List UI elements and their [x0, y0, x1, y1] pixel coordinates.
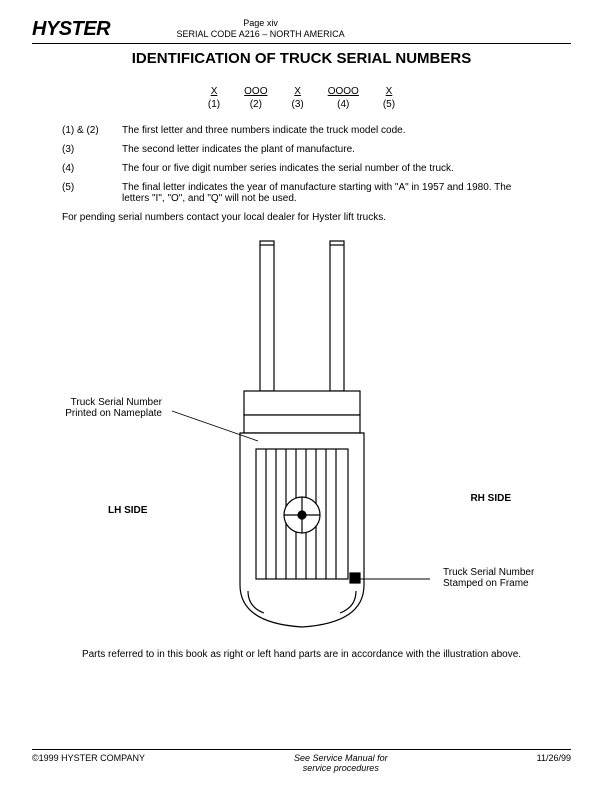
pending-note: For pending serial numbers contact your … — [62, 212, 541, 223]
description-text: The final letter indicates the year of m… — [122, 182, 541, 204]
rh-side-label: RH SIDE — [470, 493, 511, 504]
truck-diagram — [152, 235, 452, 635]
serial-pattern-col: X(5) — [383, 85, 395, 111]
description-index: (3) — [62, 144, 122, 155]
footer-copyright: ©1999 HYSTER COMPANY — [32, 753, 145, 773]
footnote-text: Parts referred to in this book as right … — [32, 649, 571, 660]
serial-pattern-chars: OOO — [244, 85, 267, 98]
serial-pattern-index: (1) — [208, 98, 220, 111]
serial-pattern-chars: X — [211, 85, 218, 98]
serial-pattern-col: X(3) — [291, 85, 303, 111]
serial-pattern-col: X(1) — [208, 85, 220, 111]
nameplate-callout-label: Truck Serial Number Printed on Nameplate — [62, 397, 162, 419]
description-row: (5)The final letter indicates the year o… — [62, 182, 541, 204]
serial-pattern-index: (5) — [383, 98, 395, 111]
description-row: (4)The four or five digit number series … — [62, 163, 541, 174]
description-index: (5) — [62, 182, 122, 204]
serial-pattern-chars: X — [294, 85, 301, 98]
description-text: The four or five digit number series ind… — [122, 163, 541, 174]
truck-diagram-area: Truck Serial Number Printed on Nameplate… — [32, 235, 571, 635]
serial-pattern-col: OOOO(4) — [328, 85, 359, 111]
footer-date: 11/26/99 — [537, 753, 571, 773]
serial-pattern-chars: OOOO — [328, 85, 359, 98]
description-index: (4) — [62, 163, 122, 174]
header-center: Page xiv SERIAL CODE A216 – NORTH AMERIC… — [30, 18, 491, 40]
page-footer: ©1999 HYSTER COMPANY See Service Manual … — [32, 749, 571, 773]
footer-center-line2: service procedures — [303, 763, 379, 773]
frame-callout-label: Truck Serial Number Stamped on Frame — [443, 567, 553, 589]
description-text: The second letter indicates the plant of… — [122, 144, 541, 155]
description-row: (1) & (2)The first letter and three numb… — [62, 125, 541, 136]
lh-side-label: LH SIDE — [108, 505, 147, 516]
footer-center-line1: See Service Manual for — [294, 753, 388, 763]
serial-pattern-col: OOO(2) — [244, 85, 267, 111]
description-row: (3)The second letter indicates the plant… — [62, 144, 541, 155]
footer-center: See Service Manual for service procedure… — [145, 753, 537, 773]
serial-pattern-index: (3) — [291, 98, 303, 111]
serial-pattern-chars: X — [386, 85, 393, 98]
serial-pattern-index: (4) — [337, 98, 349, 111]
page-title: IDENTIFICATION OF TRUCK SERIAL NUMBERS — [32, 50, 571, 67]
description-list: (1) & (2)The first letter and three numb… — [62, 125, 541, 204]
serial-pattern-index: (2) — [250, 98, 262, 111]
description-text: The first letter and three numbers indic… — [122, 125, 541, 136]
serial-code-label: SERIAL CODE A216 – NORTH AMERICA — [30, 29, 491, 40]
page-number-label: Page xiv — [30, 18, 491, 29]
page-header: HYSTER Page xiv SERIAL CODE A216 – NORTH… — [32, 18, 571, 44]
description-index: (1) & (2) — [62, 125, 122, 136]
serial-pattern: X(1)OOO(2)X(3)OOOO(4)X(5) — [32, 85, 571, 111]
